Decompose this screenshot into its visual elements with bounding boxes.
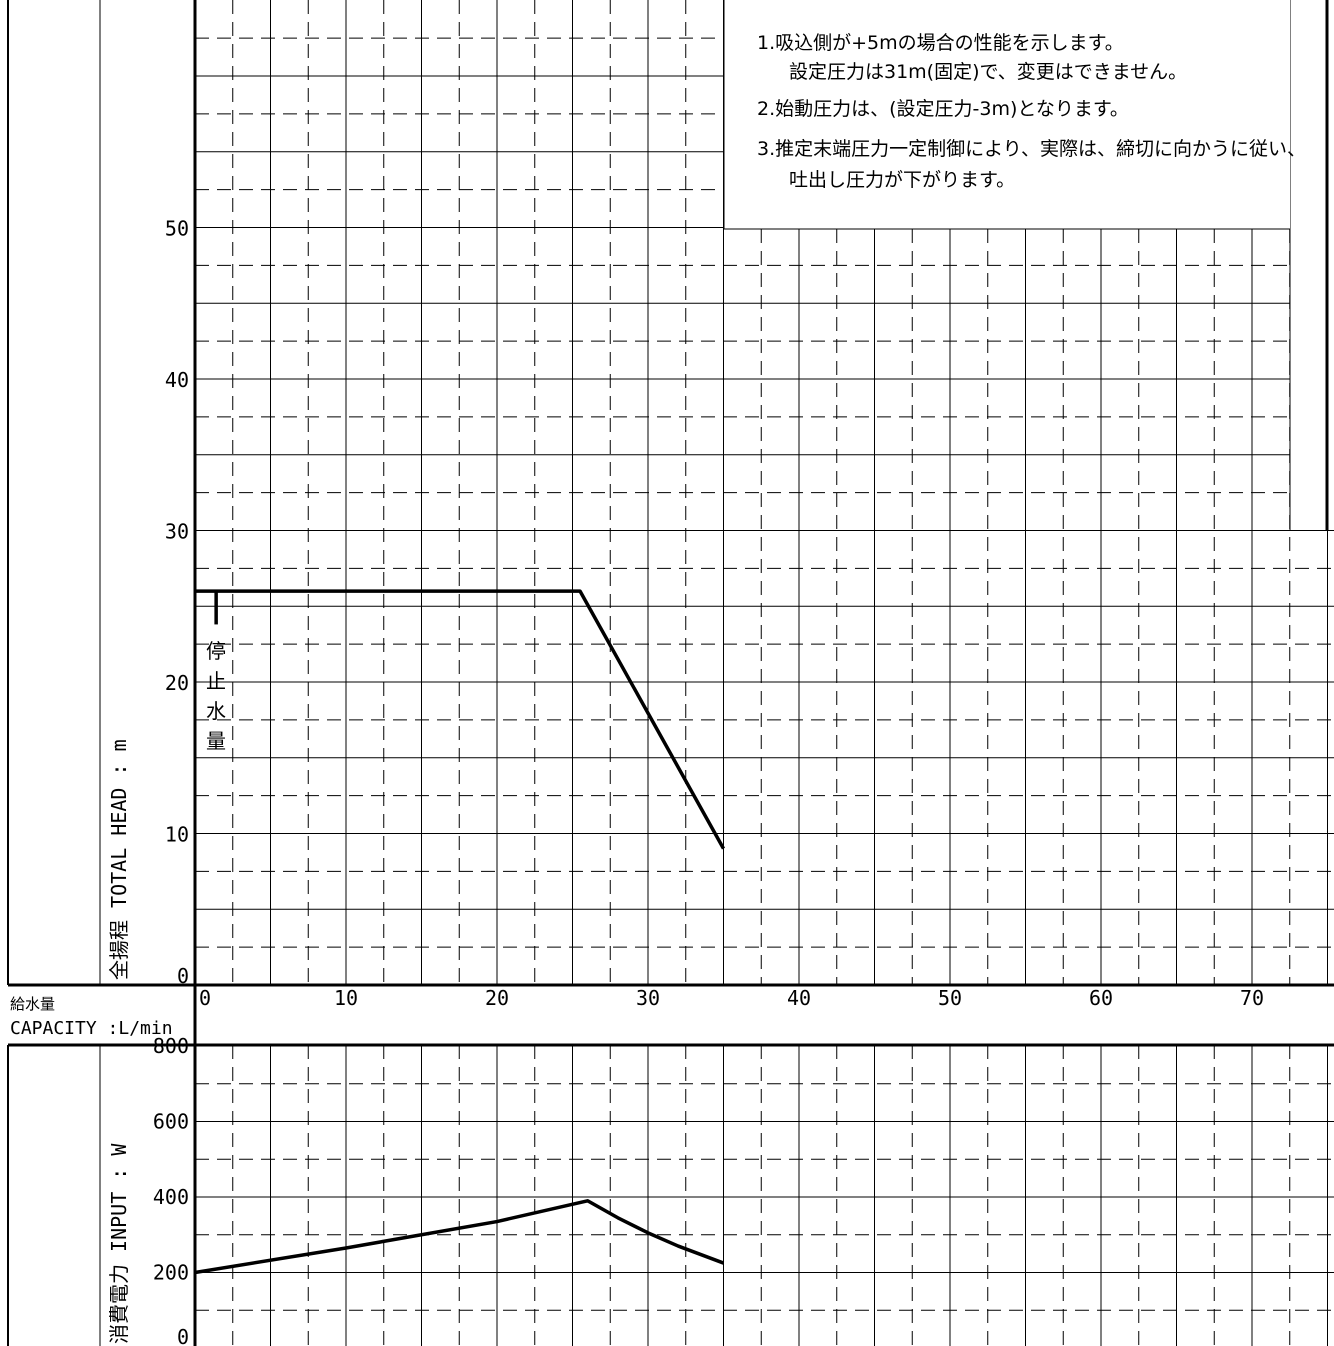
x-tick-label: 70 (1240, 986, 1264, 1010)
x-tick-label: 0 (199, 986, 211, 1010)
input-tick-label: 400 (153, 1185, 189, 1209)
note-line-2: 設定圧力は31m(固定)で、変更はできません。 (789, 61, 1187, 83)
head-curve-line (195, 589, 726, 850)
head-tick-label: 20 (165, 671, 189, 695)
curve-layer (194, 589, 726, 1275)
grid-layer (195, 0, 1334, 1346)
notes-background (724, 0, 1290, 229)
head-tick-label: 0 (177, 964, 189, 988)
head-axis-title: 全揚程 TOTAL HEAD : m (107, 739, 131, 980)
input-tick-label: 0 (177, 1325, 189, 1346)
stop-flow-label-char: 量 (206, 729, 226, 753)
capacity-label-en: CAPACITY :L/min (10, 1018, 173, 1039)
input-tick-label: 200 (153, 1261, 189, 1285)
capacity-label-jp: 給水量 (10, 995, 55, 1013)
input-curve-line (194, 1199, 725, 1275)
input-axis-title: 消費電力 INPUT : W (107, 1143, 131, 1344)
stop-flow-label-char: 水 (206, 699, 226, 723)
input-tick-label: 800 (153, 1034, 189, 1058)
x-tick-label: 50 (938, 986, 962, 1010)
notes-box: 1.吸込側が+5mの場合の性能を示します。設定圧力は31m(固定)で、変更はでき… (723, 0, 1306, 230)
stop-flow-label-char: 停 (206, 639, 226, 663)
x-tick-label: 20 (485, 986, 509, 1010)
head-tick-label: 30 (165, 520, 189, 544)
x-tick-label: 10 (334, 986, 358, 1010)
x-tick-label: 60 (1089, 986, 1113, 1010)
note-line-1: 1.吸込側が+5mの場合の性能を示します。 (757, 32, 1124, 54)
head-tick-label: 50 (165, 217, 189, 241)
head-tick-label: 10 (165, 823, 189, 847)
note-line-3: 2.始動圧力は、(設定圧力-3m)となります。 (757, 98, 1129, 120)
stop-flow-label-char: 止 (206, 669, 226, 693)
input-tick-label: 600 (153, 1110, 189, 1134)
x-tick-label: 30 (636, 986, 660, 1010)
head-tick-label: 40 (165, 368, 189, 392)
note-line-5: 吐出し圧力が下がります。 (789, 169, 1015, 191)
x-tick-label: 40 (787, 986, 811, 1010)
note-line-4: 3.推定末端圧力一定制御により、実際は、締切に向かうに従い、 (757, 138, 1306, 160)
